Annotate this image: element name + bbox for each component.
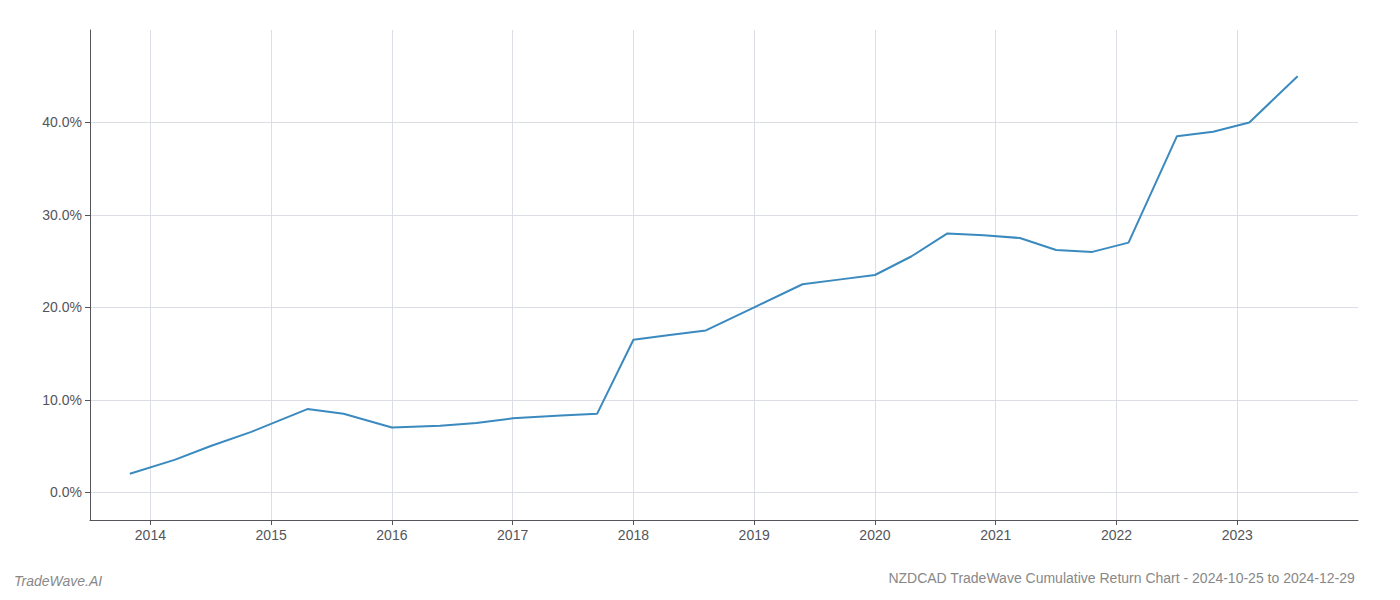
svg-text:2021: 2021 <box>980 527 1011 543</box>
svg-text:2014: 2014 <box>135 527 166 543</box>
svg-text:TradeWave.AI: TradeWave.AI <box>14 573 102 589</box>
svg-text:2018: 2018 <box>618 527 649 543</box>
svg-text:10.0%: 10.0% <box>42 392 82 408</box>
svg-text:2016: 2016 <box>376 527 407 543</box>
svg-text:2017: 2017 <box>497 527 528 543</box>
svg-text:2023: 2023 <box>1222 527 1253 543</box>
svg-text:NZDCAD TradeWave Cumulative Re: NZDCAD TradeWave Cumulative Return Chart… <box>888 570 1355 586</box>
svg-text:2022: 2022 <box>1101 527 1132 543</box>
svg-text:20.0%: 20.0% <box>42 299 82 315</box>
svg-text:40.0%: 40.0% <box>42 114 82 130</box>
svg-text:2019: 2019 <box>739 527 770 543</box>
svg-text:30.0%: 30.0% <box>42 207 82 223</box>
svg-text:2015: 2015 <box>256 527 287 543</box>
svg-text:0.0%: 0.0% <box>50 484 82 500</box>
svg-text:2020: 2020 <box>859 527 890 543</box>
